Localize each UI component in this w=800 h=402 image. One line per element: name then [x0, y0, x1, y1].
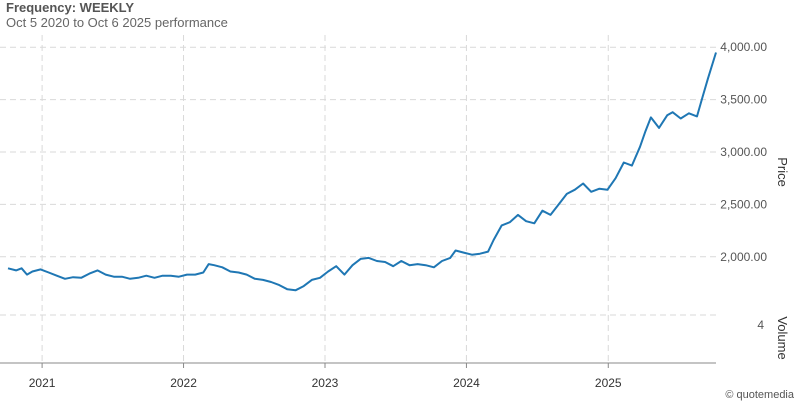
- vertical-gridlines: [41, 35, 609, 363]
- quotemedia-credit: © quotemedia: [725, 389, 795, 401]
- y-tick-label: 3,000.00: [720, 145, 767, 159]
- x-tick-label: 2022: [170, 376, 197, 390]
- x-tick-label: 2024: [453, 376, 480, 390]
- price-series-line: [7, 52, 717, 292]
- x-axis-ticks: 2021 2022 2023 2024 2025: [29, 363, 622, 390]
- y-axis-title: Price: [775, 157, 790, 187]
- chart-subtitle: Oct 5 2020 to Oct 6 2025 performance: [6, 15, 228, 30]
- y-tick-label: 3,500.00: [720, 93, 767, 107]
- chart-title: Frequency: WEEKLY: [6, 0, 135, 15]
- volume-tick-label: 4: [757, 318, 764, 332]
- volume-axis-title: Volume: [775, 316, 790, 359]
- x-tick-label: 2023: [312, 376, 339, 390]
- x-tick-label: 2025: [595, 376, 622, 390]
- chart-header: Frequency: WEEKLY Oct 5 2020 to Oct 6 20…: [6, 0, 228, 31]
- x-tick-label: 2021: [29, 376, 56, 390]
- y-axis-ticks: 2,000.00 2,500.00 3,000.00 3,500.00 4,000.00: [720, 40, 767, 264]
- y-tick-label: 2,500.00: [720, 197, 767, 211]
- y-tick-label: 4,000.00: [720, 40, 767, 54]
- y-tick-label: 2,000.00: [720, 250, 767, 264]
